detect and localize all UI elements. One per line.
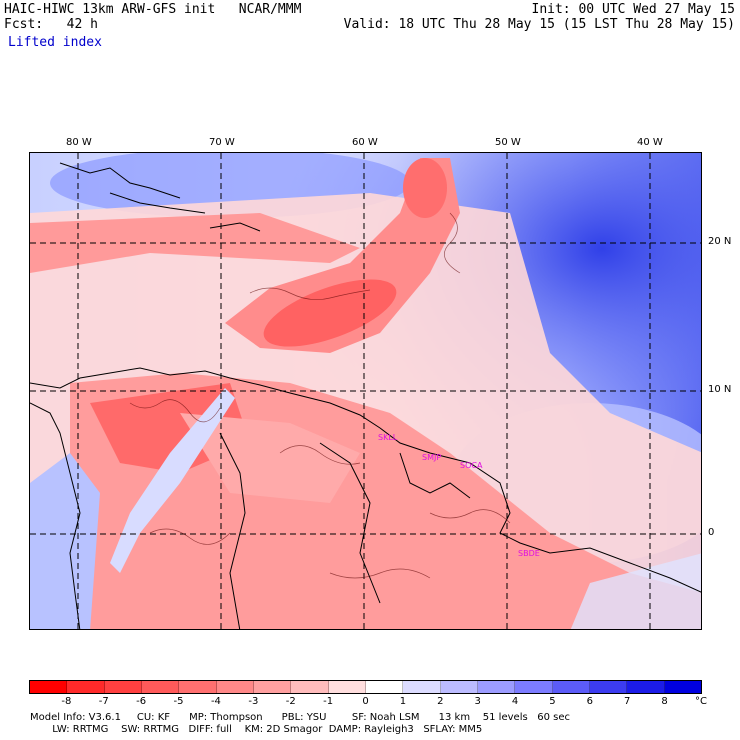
colorbar-swatch [515,681,553,693]
station-label: SOCA [460,461,483,470]
colorbar-swatch [552,681,590,693]
colorbar-tick-label: 4 [511,696,519,707]
lat-label-0: 0 [708,527,715,538]
colorbar-tick-label: -6 [136,696,147,707]
colorbar-swatch [477,681,516,693]
colorbar-tick-label: -3 [248,696,259,707]
colorbar [29,680,702,694]
model-info-line1: Model Info: V3.6.1 CU: KF MP: Thompson P… [30,712,570,723]
colorbar-tick-label: 7 [624,696,631,707]
colorbar-unit: °C [695,696,707,707]
colorbar-tick-label: -5 [173,696,184,707]
colorbar-tick-label: 6 [586,696,594,707]
colorbar-swatch [627,681,665,693]
lon-label-40w: 40 W [637,137,663,148]
lon-label-50w: 50 W [495,137,521,148]
colorbar-swatch [216,681,254,693]
colorbar-swatch [403,681,441,693]
atlantic-plume [225,158,460,353]
colorbar-tick-label: 0 [362,696,369,707]
station-label: SMJP [422,453,442,462]
colorbar-swatch [104,681,142,693]
map-field [30,153,701,629]
lon-label-80w: 80 W [66,137,92,148]
colorbar-swatch [253,681,292,693]
colorbar-tick-label: -8 [61,696,72,707]
colorbar-swatch [291,681,329,693]
colorbar-swatch [589,681,628,693]
field-name: Lifted index [8,35,102,50]
colorbar-tick-label: -7 [98,696,109,707]
graticule [30,153,701,629]
colorbar-tick-label: 8 [661,696,668,707]
lon-label-70w: 70 W [209,137,235,148]
colorbar-tick-label: -2 [285,696,296,707]
colorbar-swatch [328,681,366,693]
colorbar-tick-label: -1 [323,696,334,707]
coastlines [30,162,701,629]
valid-time: Valid: 18 UTC Thu 28 May 15 (15 LST Thu … [343,17,735,32]
lifted-index-map [29,152,702,630]
colorbar-swatch [440,681,478,693]
lon-label-60w: 60 W [352,137,378,148]
lat-label-20n: 20 N [708,236,732,247]
init-time: Init: 00 UTC Wed 27 May 15 [531,2,736,17]
station-label: SKLL [378,433,398,442]
colorbar-swatch [179,681,217,693]
station-label: SBDE [518,549,540,558]
forecast-hour: Fcst: 42 h [4,17,98,32]
colorbar-tick-label: 1 [399,696,407,707]
lat-label-10n: 10 N [708,384,732,395]
colorbar-tick-label: 5 [549,696,556,707]
colorbar-tick-label: 3 [474,696,481,707]
andes-cool-streak [110,388,235,573]
colorbar-tick-label: -4 [210,696,221,707]
colorbar-swatch [664,681,701,693]
model-title: HAIC-HIWC 13km ARW-GFS init NCAR/MMM [4,2,302,17]
colorbar-swatch [141,681,180,693]
model-info-line2: LW: RRTMG SW: RRTMG DIFF: full KM: 2D Sm… [30,724,483,735]
colorbar-swatch [67,681,105,693]
colorbar-swatch [365,681,404,693]
colorbar-tick-label: 2 [437,696,444,707]
colorbar-swatch [30,681,68,693]
